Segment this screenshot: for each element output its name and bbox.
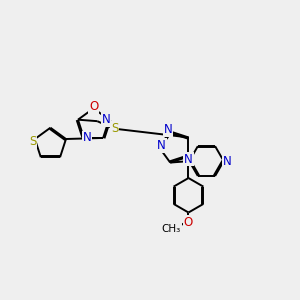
Text: N: N [184, 152, 193, 166]
Text: O: O [89, 100, 98, 113]
Text: S: S [111, 122, 118, 135]
Text: N: N [157, 139, 166, 152]
Text: S: S [29, 135, 37, 148]
Text: N: N [223, 154, 232, 168]
Text: O: O [184, 216, 193, 229]
Text: N: N [164, 124, 172, 136]
Text: N: N [82, 131, 91, 145]
Text: CH₃: CH₃ [162, 224, 181, 234]
Text: N: N [102, 113, 110, 126]
